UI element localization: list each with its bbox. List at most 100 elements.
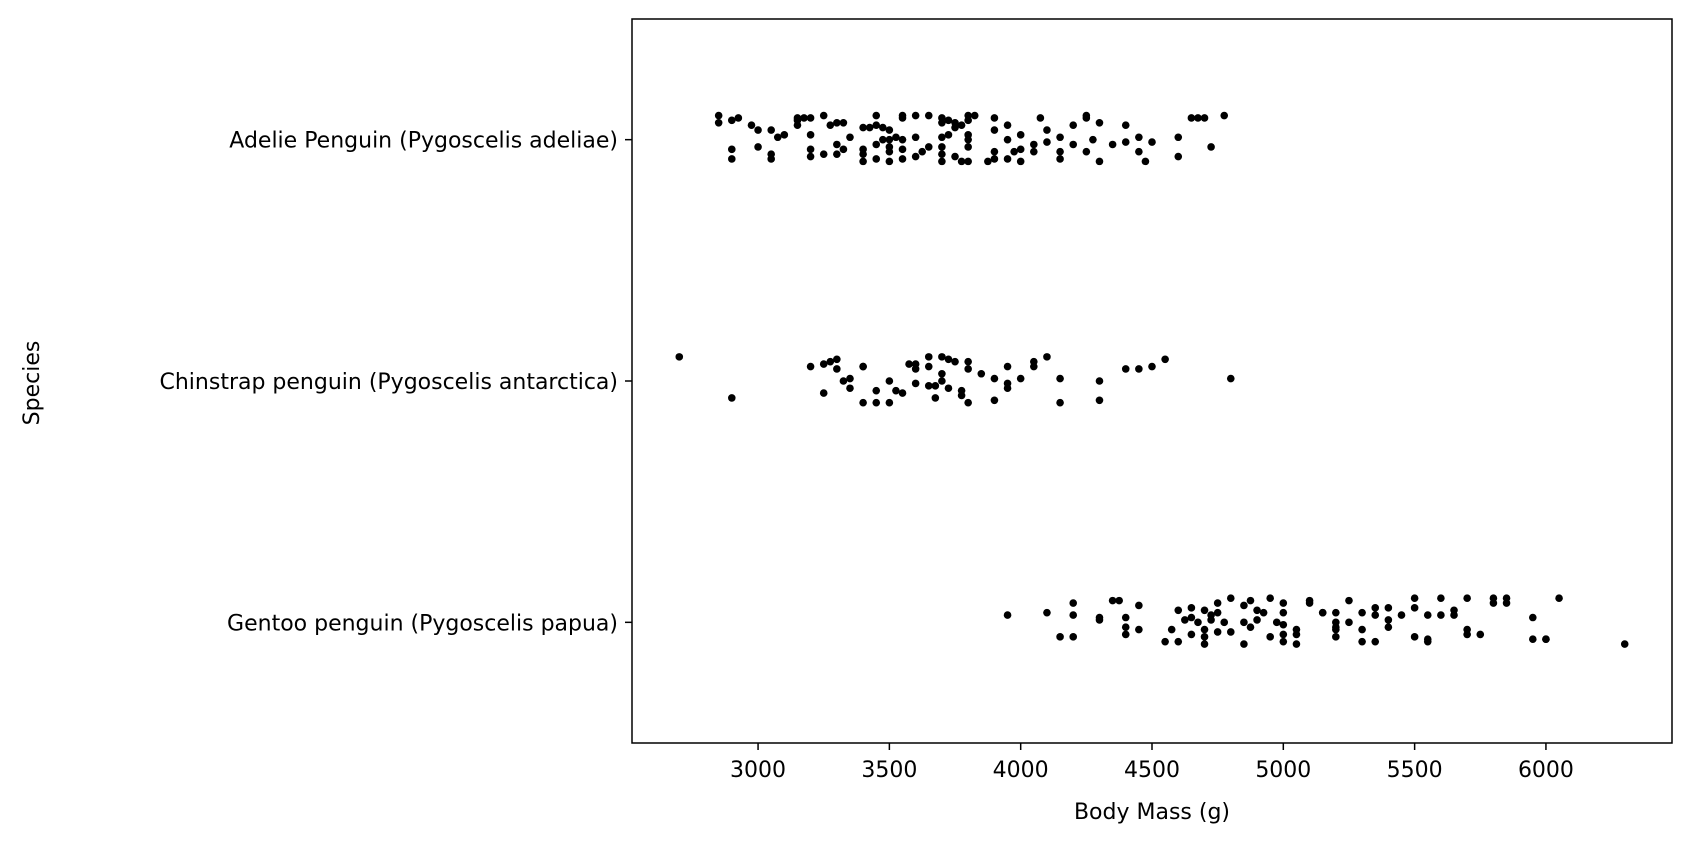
data-point [1384, 623, 1393, 631]
data-point [918, 147, 927, 156]
data-point [1266, 594, 1274, 602]
data-point [885, 398, 894, 407]
data-point [1279, 630, 1288, 639]
x-tick-label: 4000 [993, 758, 1049, 783]
data-point [1082, 147, 1091, 156]
data-point [964, 365, 972, 373]
y-axis: Adelie Penguin (Pygoscelis adeliae) Chins… [160, 129, 632, 636]
data-point [819, 150, 828, 158]
data-point [1069, 611, 1078, 619]
data-point [754, 143, 762, 151]
data-point [1200, 625, 1209, 634]
data-point [1450, 611, 1458, 619]
data-point [1194, 618, 1202, 627]
data-point [1213, 628, 1222, 636]
data-point [1259, 608, 1268, 617]
data-point [938, 369, 946, 378]
data-point [1121, 613, 1130, 622]
x-tick-label: 3500 [861, 758, 917, 783]
data-point [924, 143, 933, 151]
data-point [990, 114, 999, 122]
data-point [1213, 599, 1222, 607]
data-point [911, 133, 920, 142]
data-point [990, 374, 999, 383]
data-point [1043, 353, 1051, 361]
data-point [1207, 616, 1215, 624]
data-point [1410, 633, 1419, 641]
data-point [1266, 633, 1274, 641]
data-point [924, 382, 933, 390]
data-point [714, 111, 723, 120]
data-point [1200, 606, 1209, 615]
data-point [1332, 633, 1340, 641]
data-point [1410, 594, 1419, 602]
data-point [846, 133, 854, 142]
data-point [1056, 374, 1064, 383]
data-point [1121, 623, 1130, 631]
data-point [957, 391, 966, 400]
data-point [1371, 637, 1380, 646]
data-point [1246, 623, 1255, 631]
data-point [1121, 121, 1130, 129]
data-point [1069, 140, 1078, 149]
data-point [839, 145, 848, 154]
y-tick-label: Adelie Penguin (Pygoscelis adeliae) [229, 129, 618, 154]
data-point [754, 126, 762, 134]
data-point [727, 155, 736, 163]
data-point [1529, 613, 1537, 622]
data-point [911, 152, 920, 161]
data-point [1345, 618, 1353, 627]
data-point [1358, 608, 1366, 617]
data-point [1095, 396, 1104, 405]
data-point [1141, 157, 1150, 166]
data-point [1135, 625, 1143, 634]
data-point [977, 369, 986, 378]
data-point [1010, 147, 1018, 156]
data-point [1226, 594, 1235, 602]
data-point [1226, 374, 1235, 383]
data-point [931, 394, 940, 402]
data-point [727, 394, 736, 402]
data-point [1003, 362, 1012, 371]
data-point [767, 155, 775, 163]
data-point [964, 116, 972, 125]
data-point [1161, 355, 1169, 364]
data-point [1121, 365, 1130, 373]
data-point [839, 377, 848, 385]
data-point [1135, 133, 1143, 142]
data-point [1220, 111, 1229, 120]
data-point [806, 131, 815, 139]
data-point [1489, 599, 1498, 607]
data-point [898, 389, 907, 397]
data-point [1240, 601, 1248, 610]
data-point [1279, 637, 1288, 646]
data-point [1187, 604, 1196, 612]
data-point [833, 355, 841, 364]
data-point [924, 111, 933, 120]
data-point [1003, 384, 1012, 393]
data-point [898, 145, 907, 154]
data-point [898, 135, 907, 144]
data-point [806, 114, 815, 122]
x-tick-label: 5500 [1387, 758, 1443, 783]
data-point [846, 384, 854, 393]
data-point [964, 135, 972, 144]
data-point [924, 362, 933, 371]
data-point [734, 114, 743, 122]
data-point [1292, 625, 1301, 634]
data-point [944, 355, 953, 364]
data-point [1246, 596, 1255, 605]
data-point [1016, 145, 1025, 154]
data-point [833, 140, 841, 149]
data-point [872, 140, 881, 149]
data-point [1279, 608, 1288, 617]
data-point [826, 357, 835, 366]
data-point [1529, 635, 1537, 644]
data-point [1056, 147, 1064, 156]
data-point [1095, 377, 1104, 385]
data-point [885, 377, 894, 385]
data-point [872, 111, 881, 120]
data-point [964, 398, 972, 407]
data-point [767, 126, 775, 134]
data-point [1253, 606, 1261, 615]
